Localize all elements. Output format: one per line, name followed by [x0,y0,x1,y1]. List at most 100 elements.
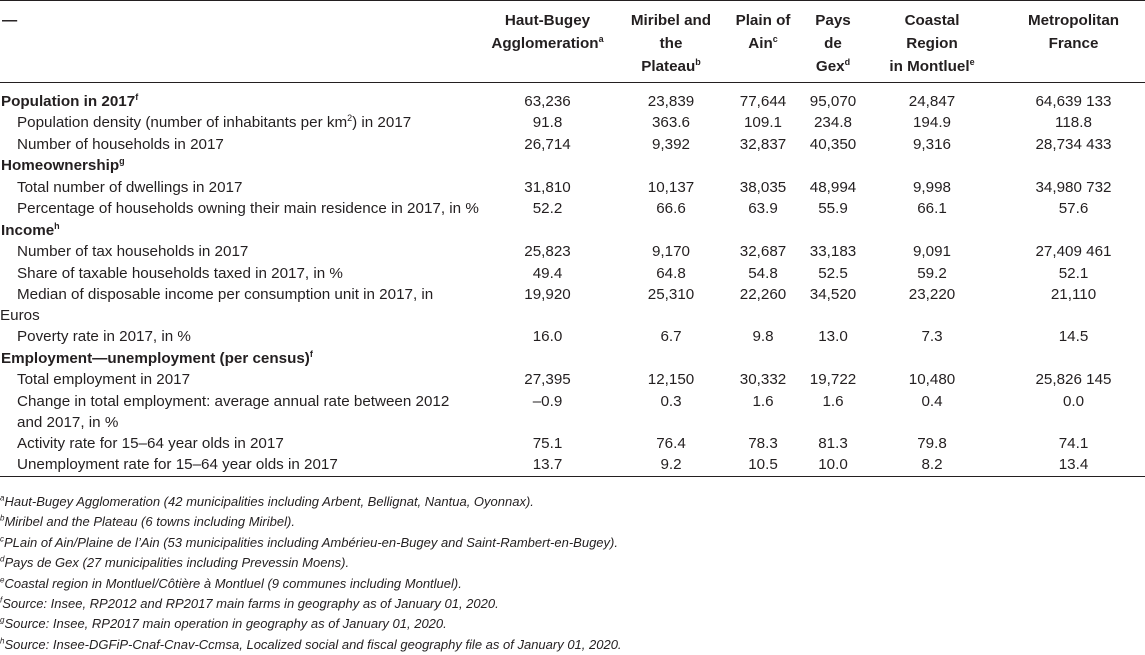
table-cell: 81.3 [818,434,848,452]
table-cell: 19,722 [809,371,857,388]
row-label: Activity rate for 15–64 year olds in 201… [17,434,284,452]
table-cell: 32,687 [739,243,787,260]
table-cell: 16.0 [532,328,563,345]
section-title: Incomeh [1,220,60,239]
table-cell: 76.4 [656,434,686,452]
table-row: Share of taxable households taxed in 201… [0,263,1145,285]
table-header: — Haut-Bugey Agglomerationa Miribel and … [0,0,1145,83]
table-row: Total employment in 2017 27,395 12,150 3… [0,369,1145,391]
row-label: Total number of dwellings in 2017 [17,178,243,196]
footnotes: aHaut-Bugey Agglomeration (42 municipali… [0,492,1145,655]
table-cell: 75.1 [532,434,563,452]
section-title: Population in 2017f [1,91,139,110]
table-cell: 13.4 [1002,454,1145,477]
table-cell: 32,837 [739,135,787,153]
table-cell: 9,998 [912,178,951,196]
table-cell: 52.1 [1058,264,1089,282]
table-cell: 34,520 [809,286,857,303]
section-row: Population in 2017f 63,236 23,839 77,644… [0,91,1145,113]
footnote: hSource: Insee-DGFiP-Cnaf-Cnav-Ccmsa, Lo… [0,636,622,652]
table-cell: 52.5 [818,264,848,282]
table-cell: 48,994 [809,178,857,196]
table-cell: 78.3 [748,434,778,452]
table-row: Population density (number of inhabitant… [0,112,1145,134]
column-header-miribel: Miribel and the Plateaub [620,0,722,83]
table-cell: 54.8 [748,264,778,282]
table-cell: 109.1 [743,114,782,131]
table-cell: 0.0 [1062,392,1085,410]
table-cell: 0.3 [660,392,682,410]
column-header-pays-de-gex: Pays de Gexd [804,0,862,83]
table-cell: –0.9 [532,392,563,410]
table-cell: 63,236 [524,92,571,110]
table-cell: 10.5 [722,454,804,477]
table-cell: 31,810 [524,178,571,196]
row-label: Share of taxable households taxed in 201… [17,264,343,282]
table-cell: 79.8 [917,434,947,452]
table-cell: 1.6 [822,392,844,410]
corner-header: — [0,0,475,83]
table-cell: 194.9 [912,114,951,131]
footnote: dPays de Gex (27 municipalities includin… [0,554,350,571]
footnote: bMiribel and the Plateau (6 towns includ… [0,514,295,530]
table-cell: 52.2 [532,200,563,217]
table-cell: 10,137 [647,178,695,196]
table-cell: 63.9 [748,200,778,217]
table-cell: 28,734 433 [1035,135,1112,153]
table-cell: 363.6 [651,114,690,131]
table-cell: 234.8 [813,114,852,131]
table-cell: 57.6 [1058,200,1089,217]
table-cell: 9,170 [651,243,690,260]
table-cell: 24,847 [908,92,956,110]
table-cell: 9,392 [651,135,690,153]
table-cell: 26,714 [524,135,571,153]
table-cell: 23,839 [647,92,695,110]
table-cell: 49.4 [532,264,563,282]
table-row: Median of disposable income per consumpt… [0,284,1145,326]
section-row: Employment—unemployment (per census)f [0,348,1145,370]
table-cell: 13.7 [475,454,620,477]
table-row: Change in total employment: average annu… [0,391,1145,433]
row-label: Change in total employment: average annu… [17,392,450,431]
table-body: Population in 2017f 63,236 23,839 77,644… [0,83,1145,477]
table-cell: 59.2 [917,264,947,282]
table-cell: 118.8 [1055,114,1092,131]
footnote: aHaut-Bugey Agglomeration (42 municipali… [0,493,534,509]
table-cell: 30,332 [739,371,787,388]
table-cell: 25,826 145 [1035,371,1112,388]
table-row: Activity rate for 15–64 year olds in 201… [0,433,1145,455]
row-label: Percentage of households owning their ma… [17,200,479,217]
table-row: Number of households in 2017 26,714 9,39… [0,134,1145,156]
table-cell: 9,316 [912,135,951,153]
table-cell: 9,091 [912,243,951,260]
section-row: Homeownershipg [0,155,1145,177]
table-cell: 64.8 [656,264,686,282]
table-row: Number of tax households in 2017 25,823 … [0,241,1145,263]
table-cell: 66.6 [656,200,686,217]
row-label: Population density (number of inhabitant… [17,112,412,131]
table-cell: 25,823 [524,243,571,260]
table-cell: 66.1 [917,200,947,217]
row-label: Number of tax households in 2017 [17,243,249,260]
table-row: Percentage of households owning their ma… [0,198,1145,220]
row-label: Median of disposable income per consumpt… [0,286,434,324]
table-cell: 91.8 [532,114,563,131]
table-cell: 34,980 732 [1035,178,1112,196]
table-cell: 12,150 [647,371,695,388]
table-cell: 77,644 [739,92,787,110]
table-cell: 9.2 [620,454,722,477]
column-header-haut-bugey: Haut-Bugey Agglomerationa [475,0,620,83]
row-label: Unemployment rate for 15–64 year olds in… [0,454,475,477]
table-cell: 10.0 [804,454,862,477]
row-label: Number of households in 2017 [17,135,224,153]
footnote: gSource: Insee, RP2017 main operation in… [0,616,447,632]
table-cell: 9.8 [752,328,774,345]
table-cell: 0.4 [921,392,943,410]
table-cell: 7.3 [921,328,943,345]
footnote: fSource: Insee, RP2012 and RP2017 main f… [0,595,499,612]
table-row: Unemployment rate for 15–64 year olds in… [0,454,1145,477]
table-cell: 74.1 [1058,434,1089,452]
table-cell: 38,035 [739,178,787,196]
table-cell: 95,070 [809,92,857,110]
column-header-plain-of-ain: Plain of Ainc [722,0,804,83]
